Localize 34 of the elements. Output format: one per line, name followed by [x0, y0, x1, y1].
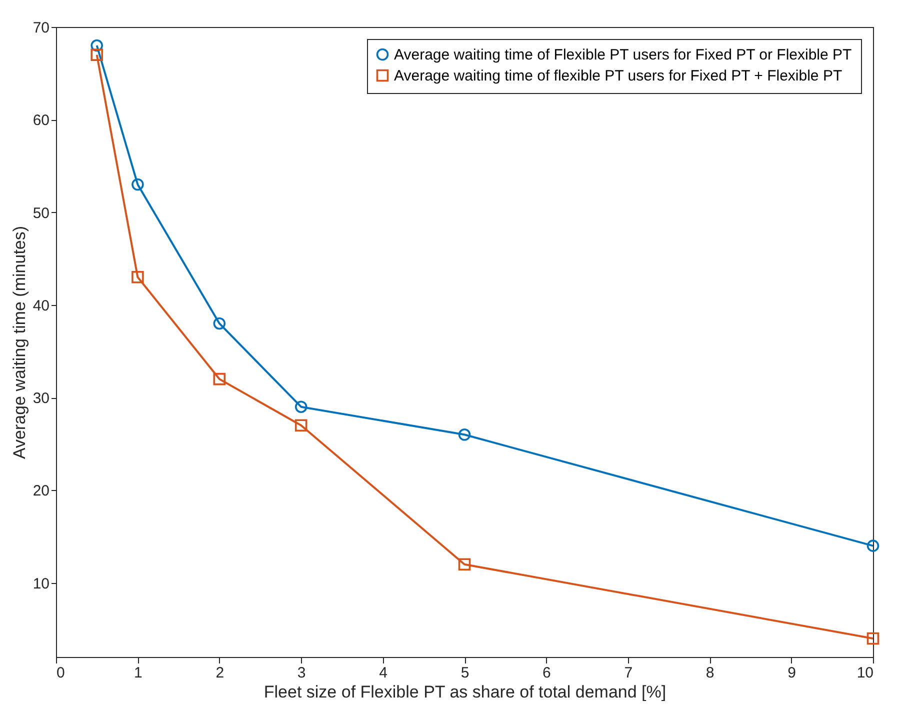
x-tick-label: 2: [216, 664, 224, 682]
x-tick-label: 1: [134, 664, 142, 682]
point: [866, 540, 880, 552]
point: [132, 178, 144, 191]
y-tick-label: 30: [32, 390, 50, 408]
point: [458, 558, 471, 570]
y-axis-title: Average waiting time (minutes): [10, 226, 29, 460]
x-tick-label: 4: [379, 664, 388, 682]
legend-label: Average waiting time of Flexible PT users for Fixed PT or Flexible PT: [394, 46, 852, 64]
point: [213, 372, 226, 386]
x-tick-label: 9: [788, 664, 796, 682]
y-tick-label: 40: [32, 297, 50, 314]
point: [866, 632, 880, 645]
point: [90, 48, 103, 61]
y-tick-label: 70: [32, 20, 50, 36]
point: [213, 317, 226, 330]
x-tick-label: 7: [624, 664, 633, 682]
point: [294, 419, 308, 432]
x-tick-label: 3: [297, 664, 306, 682]
y-tick-label: 60: [32, 112, 50, 130]
legend-label: Average waiting time of flexible PT users for Fixed PT + Flexible PT: [394, 68, 842, 84]
point: [90, 39, 103, 52]
y-tick-label: 10: [32, 575, 50, 592]
point: [132, 271, 144, 284]
y-tick-label: 20: [32, 482, 50, 500]
x-tick-label: 5: [460, 664, 470, 682]
x-tick-label: 8: [706, 664, 714, 682]
y-tick-label: 50: [32, 204, 50, 222]
x-tick-label: 10: [856, 664, 874, 682]
x-axis-title: Fleet size of Flexible PT as share of total demand [%]: [264, 682, 666, 702]
point: [458, 428, 471, 441]
x-tick-label: 0: [56, 664, 65, 682]
point: [294, 400, 308, 413]
x-tick-label: 6: [542, 664, 551, 682]
